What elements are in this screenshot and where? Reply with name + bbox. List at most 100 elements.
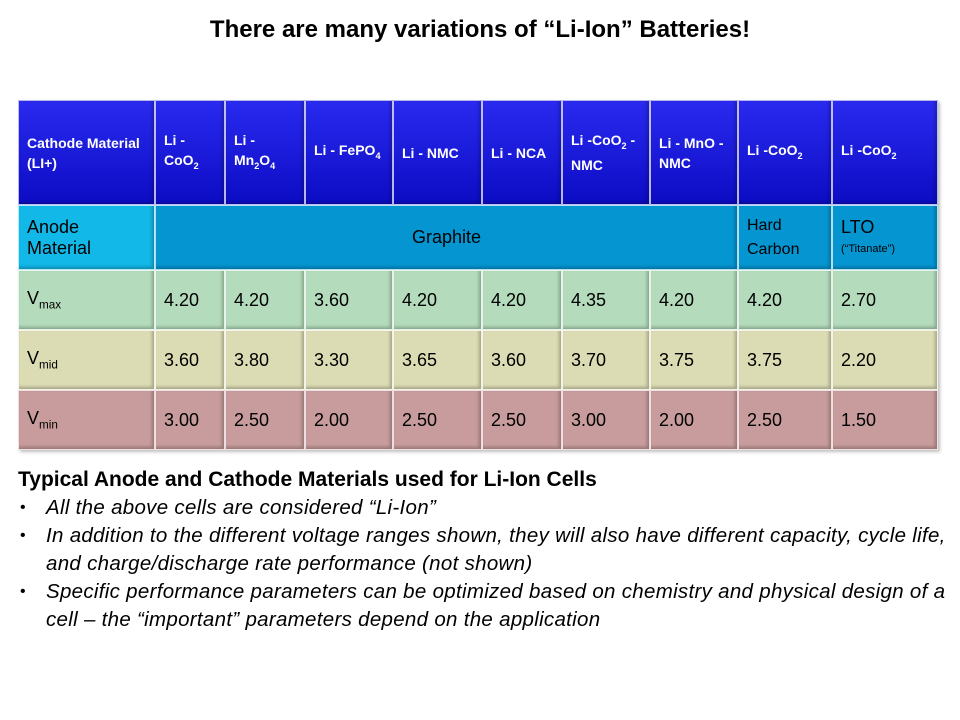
header-cell: Li - MnO - NMC bbox=[650, 100, 738, 205]
value-cell: 4.20 bbox=[155, 270, 225, 330]
cell-text: LTO (“Titanate”) bbox=[841, 216, 895, 260]
text: 1.50 bbox=[841, 409, 877, 430]
cell-text: 3.60 bbox=[164, 350, 199, 371]
text: 4.20 bbox=[659, 289, 695, 310]
cell-text: Vmin bbox=[27, 408, 58, 432]
value-cell: 2.00 bbox=[305, 390, 393, 450]
cell-text: 2.50 bbox=[402, 410, 437, 431]
cell-text: 4.20 bbox=[402, 290, 437, 311]
value-cell: 4.20 bbox=[393, 270, 482, 330]
header-cell: Li -CoO2 bbox=[832, 100, 938, 205]
text: Li - Mn bbox=[234, 131, 255, 168]
value-cell: 3.30 bbox=[305, 330, 393, 390]
row-label: Vmin bbox=[18, 390, 155, 450]
text: 3.70 bbox=[571, 349, 607, 370]
cell-text: Li - FePO4 bbox=[314, 140, 381, 166]
text: V bbox=[27, 408, 40, 429]
text: 2.00 bbox=[314, 409, 350, 430]
cell-text: 2.50 bbox=[747, 410, 782, 431]
text: 2.50 bbox=[747, 409, 783, 430]
text: 3.00 bbox=[571, 409, 607, 430]
subscript: 2 bbox=[797, 150, 803, 161]
cell-text: 3.00 bbox=[164, 410, 199, 431]
text: LTO bbox=[841, 216, 875, 237]
cell-text: Vmax bbox=[27, 288, 61, 312]
text: 3.75 bbox=[747, 349, 783, 370]
value-cell: 2.70 bbox=[832, 270, 938, 330]
cell-text: 3.30 bbox=[314, 350, 349, 371]
text: Hard Carbon bbox=[747, 216, 800, 258]
cell-text: 3.65 bbox=[402, 350, 437, 371]
cell-text: Li - CoO2 bbox=[164, 130, 216, 176]
cell-text: 2.50 bbox=[234, 410, 269, 431]
cell-text: 3.80 bbox=[234, 350, 269, 371]
header-cell: Cathode Material (LI+) bbox=[18, 100, 155, 205]
table: Cathode Material (LI+) Li - CoO2 Li - Mn2O… bbox=[18, 100, 938, 450]
value-cell: 3.60 bbox=[482, 330, 562, 390]
text: 3.75 bbox=[659, 349, 695, 370]
text: 3.30 bbox=[314, 349, 350, 370]
value-cell: 2.00 bbox=[650, 390, 738, 450]
cell-text: Li -CoO2 bbox=[841, 140, 897, 166]
bullet-list: All the above cells are considered “Li-I… bbox=[18, 494, 948, 634]
value-cell: 3.80 bbox=[225, 330, 305, 390]
value-cell: 2.50 bbox=[482, 390, 562, 450]
value-cell: 3.70 bbox=[562, 330, 650, 390]
cell-text: 4.35 bbox=[571, 290, 606, 311]
subscript: 4 bbox=[375, 150, 381, 161]
text: Li - NMC bbox=[402, 144, 459, 161]
text: 2.50 bbox=[491, 409, 527, 430]
text: V bbox=[27, 348, 40, 369]
value-cell: 1.50 bbox=[832, 390, 938, 450]
cell-text: 3.60 bbox=[491, 350, 526, 371]
cell-text: 3.70 bbox=[571, 350, 606, 371]
text: 2.70 bbox=[841, 289, 877, 310]
value-cell: 3.00 bbox=[155, 390, 225, 450]
subscript: mid bbox=[39, 358, 58, 372]
value-cell: 2.50 bbox=[393, 390, 482, 450]
text: V bbox=[27, 288, 40, 309]
value-cell: 3.75 bbox=[738, 330, 832, 390]
cell-text: Cathode Material (LI+) bbox=[27, 133, 146, 173]
cell-text: 2.00 bbox=[659, 410, 694, 431]
subscript: max bbox=[39, 298, 62, 312]
value-cell: 3.75 bbox=[650, 330, 738, 390]
bullet: Specific performance parameters can be o… bbox=[20, 578, 948, 634]
slide-title: There are many variations of “Li-Ion” Ba… bbox=[209, 16, 751, 43]
value-cell: 3.00 bbox=[562, 390, 650, 450]
cell-text: Li - Mn2O4 bbox=[234, 130, 296, 176]
cell-text: 2.20 bbox=[841, 350, 876, 371]
subscript: min bbox=[39, 418, 58, 432]
value-cell: 3.60 bbox=[305, 270, 393, 330]
cell-text: 2.00 bbox=[314, 410, 349, 431]
text: Graphite bbox=[411, 227, 482, 247]
cell-text: 4.20 bbox=[164, 290, 199, 311]
text: Li - MnO - NMC bbox=[659, 134, 724, 171]
cell-text: 1.50 bbox=[841, 410, 876, 431]
text: 4.20 bbox=[491, 289, 527, 310]
subscript: 2 bbox=[254, 160, 260, 171]
value-cell: 4.20 bbox=[482, 270, 562, 330]
header-cell: Li - CoO2 bbox=[155, 100, 225, 205]
bullet: In addition to the different voltage ran… bbox=[20, 522, 948, 578]
header-cell: Li - NCA bbox=[482, 100, 562, 205]
text: 4.20 bbox=[164, 289, 200, 310]
text: 2.20 bbox=[841, 349, 877, 370]
text: - NMC bbox=[571, 131, 636, 174]
cell-text: 2.50 bbox=[491, 410, 526, 431]
text: 2.50 bbox=[234, 409, 270, 430]
text: 3.60 bbox=[314, 289, 350, 310]
text: 3.80 bbox=[234, 349, 270, 370]
anode-cell: Graphite bbox=[155, 205, 738, 270]
text: Li -CoO bbox=[841, 141, 892, 158]
text: O bbox=[259, 151, 271, 168]
text: 4.20 bbox=[747, 289, 783, 310]
text: 3.60 bbox=[164, 349, 200, 370]
cell-text: Anode Material bbox=[27, 217, 146, 259]
value-cell: 4.35 bbox=[562, 270, 650, 330]
text: 4.20 bbox=[234, 289, 270, 310]
text: 3.65 bbox=[402, 349, 438, 370]
text: 3.00 bbox=[164, 409, 200, 430]
text: 4.20 bbox=[402, 289, 438, 310]
